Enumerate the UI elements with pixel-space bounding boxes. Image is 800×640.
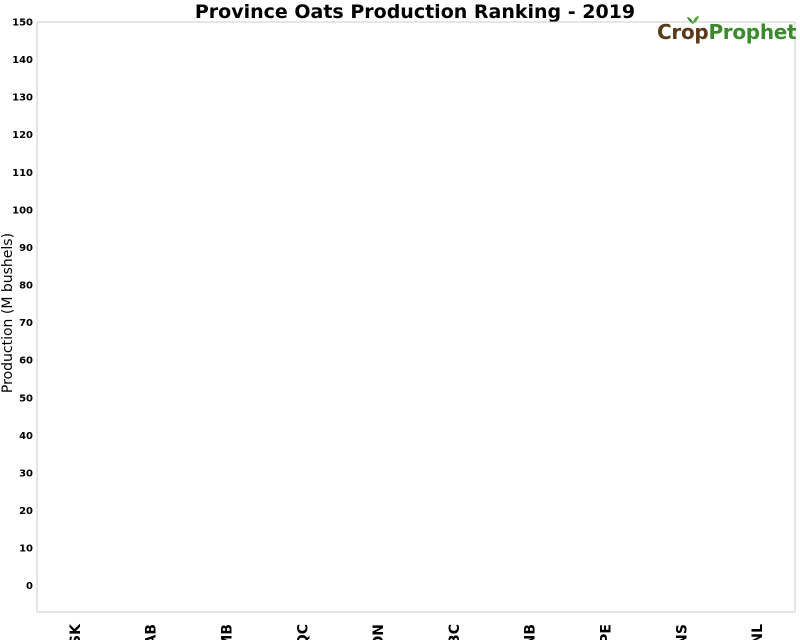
y-tick-label: 50 bbox=[19, 393, 33, 404]
plot-area bbox=[36, 21, 796, 613]
y-tick-label: 120 bbox=[12, 130, 33, 141]
x-tick-label: QC bbox=[295, 624, 311, 640]
y-tick-label: 30 bbox=[19, 468, 33, 479]
y-tick-label: 100 bbox=[12, 205, 33, 216]
cropprophet-logo: CropProphet bbox=[657, 16, 797, 44]
logo-prophet-text: Prophet bbox=[708, 20, 797, 44]
y-tick-label: 70 bbox=[19, 318, 33, 329]
y-tick-label: 40 bbox=[19, 431, 33, 442]
x-tick-label: MB bbox=[220, 624, 236, 640]
x-tick-label: NL bbox=[750, 624, 766, 640]
y-tick-label: 60 bbox=[19, 356, 33, 367]
y-tick-label: 20 bbox=[19, 506, 33, 517]
chart-title: Province Oats Production Ranking - 2019 bbox=[194, 1, 636, 23]
y-tick-label: 140 bbox=[12, 55, 33, 66]
y-tick-label: 150 bbox=[12, 18, 33, 29]
logo-crop-text: Cr bbox=[657, 20, 681, 44]
logo-o-glyph: o bbox=[680, 20, 695, 44]
x-tick-label: PE bbox=[599, 624, 615, 640]
x-tick-label: ON bbox=[371, 624, 387, 640]
leaf-icon bbox=[687, 16, 699, 24]
x-tick-label: NS bbox=[674, 624, 690, 640]
x-tick-label: SK bbox=[68, 623, 84, 640]
y-tick-label: 90 bbox=[19, 243, 33, 254]
axes bbox=[36, 21, 796, 613]
x-tick-label: NB bbox=[523, 624, 539, 640]
x-tick-label: AB bbox=[144, 624, 160, 640]
y-tick-label: 0 bbox=[26, 581, 33, 592]
y-tick-label: 110 bbox=[12, 168, 33, 179]
y-tick-label: 10 bbox=[19, 544, 33, 555]
x-tick-labels: SK AB MB QC ON BC NB PE NS NL bbox=[68, 623, 766, 640]
x-tick-label: BC bbox=[447, 624, 463, 640]
y-tick-label: 130 bbox=[12, 93, 33, 104]
logo-p-text: p bbox=[694, 20, 709, 44]
y-tick-label: 80 bbox=[19, 281, 33, 292]
y-tick-labels: 0 10 20 30 40 50 60 70 80 90 100 110 120 130 140 150 bbox=[12, 18, 33, 593]
